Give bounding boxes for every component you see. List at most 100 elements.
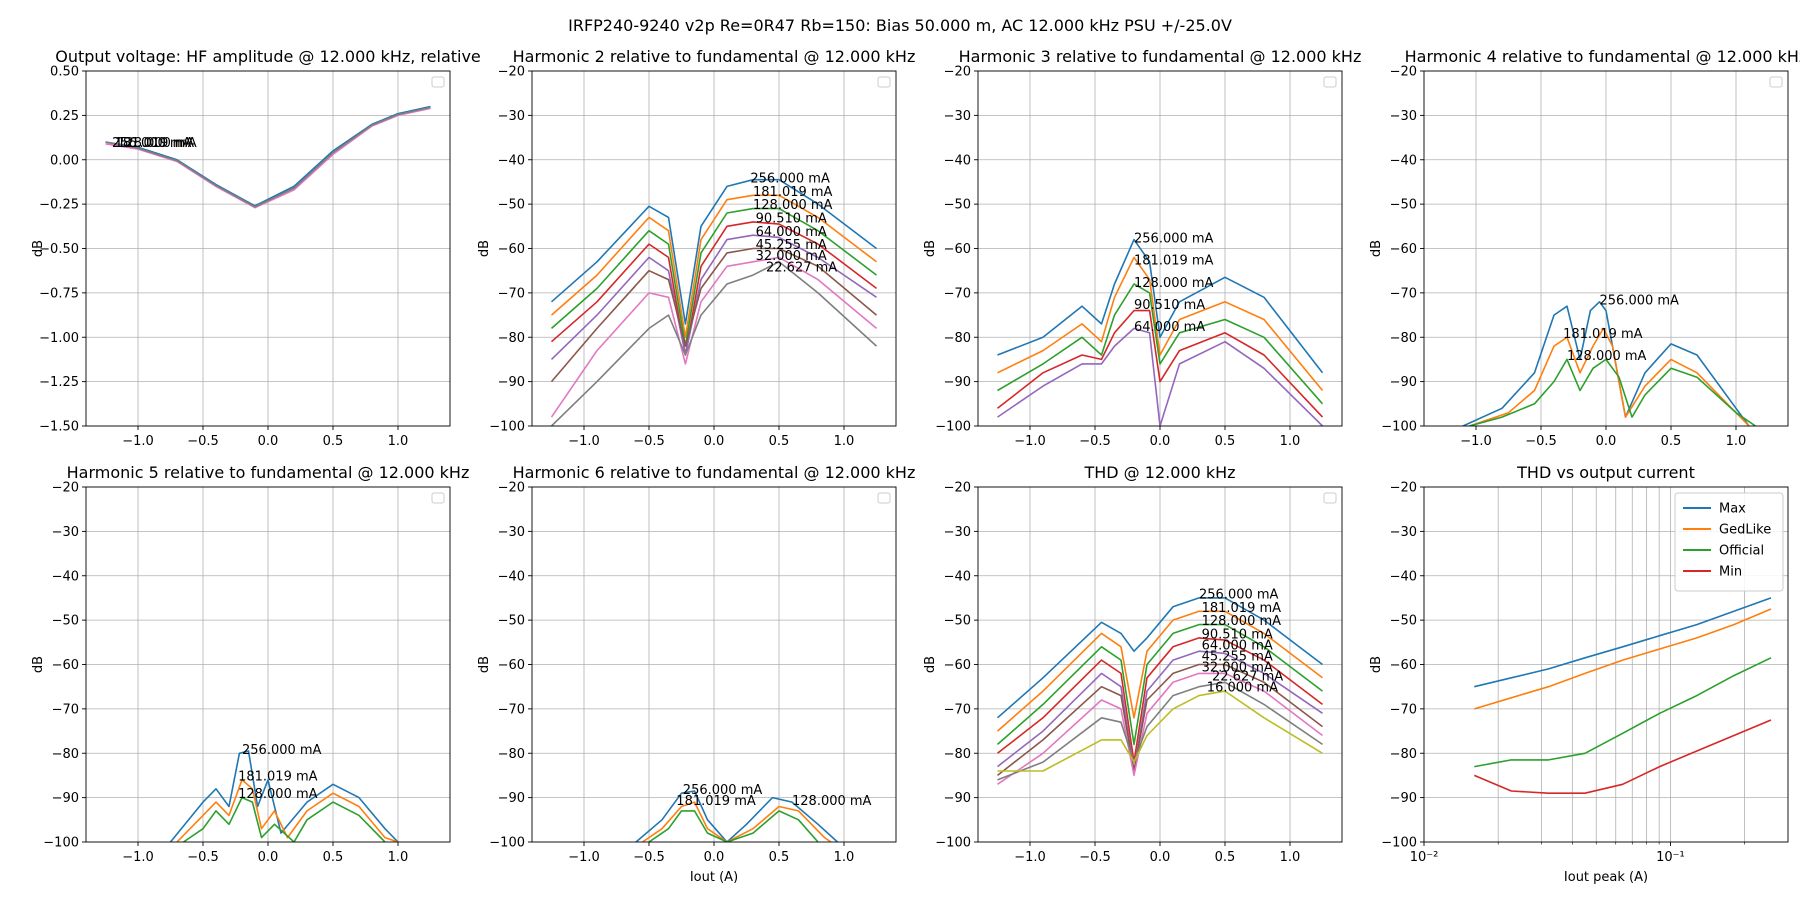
chart-title: Harmonic 4 relative to fundamental @ 12.… — [1405, 47, 1800, 66]
data-annotation: 64.000 mA — [1202, 639, 1273, 654]
series-line-gedlike — [1474, 608, 1772, 710]
legend-box-empty — [877, 492, 891, 504]
y-axis-label: dB — [477, 240, 492, 257]
y-tick-label: −0.50 — [39, 242, 79, 257]
y-tick-label: −50 — [498, 614, 525, 629]
y-tick-label: −0.75 — [39, 286, 79, 301]
x-tick-label: 1.0 — [1280, 434, 1301, 449]
y-tick-label: −80 — [944, 747, 971, 762]
series-line-1 — [1462, 301, 1750, 426]
chart-panel-4: 256.000 mA 181.019 mA 128.000 mA −100 −90 −80… — [1369, 47, 1800, 449]
x-tick-label: −0.5 — [187, 850, 219, 865]
y-tick-label: −80 — [1390, 747, 1417, 762]
data-annotation: 256.000 mA — [683, 783, 763, 798]
y-tick-label: −40 — [944, 153, 971, 168]
x-tick-label: 0.0 — [704, 434, 725, 449]
x-tick-label: 1.0 — [834, 434, 855, 449]
y-tick-label: −80 — [498, 747, 525, 762]
legend-label-official: Official — [1719, 544, 1764, 559]
x-tick-label: −0.5 — [1079, 850, 1111, 865]
y-tick-label: −30 — [498, 525, 525, 540]
y-tick-label: −50 — [52, 614, 79, 629]
legend-box-empty — [1769, 76, 1783, 88]
y-tick-label: −100 — [1381, 420, 1417, 435]
data-annotation: 64.000 mA — [1134, 320, 1205, 335]
data-annotation: 128.000 mA — [1202, 614, 1282, 629]
y-tick-label: −90 — [944, 375, 971, 390]
y-tick-label: −50 — [498, 198, 525, 213]
y-tick-label: −100 — [489, 836, 525, 851]
y-tick-label: −30 — [944, 525, 971, 540]
y-axis-label: dB — [31, 240, 46, 257]
y-tick-label: −60 — [498, 658, 525, 673]
x-tick-label: −1.0 — [1460, 434, 1492, 449]
data-annotation: 128.000 mA — [1134, 276, 1214, 291]
x-tick-label: 0.5 — [769, 850, 790, 865]
data-annotation: 90.510 mA — [756, 211, 827, 226]
series-line-2 — [105, 107, 431, 209]
y-tick-label: −20 — [498, 65, 525, 80]
series-line-3 — [997, 283, 1324, 405]
y-axis-label: dB — [923, 240, 938, 257]
y-tick-label: −80 — [1390, 331, 1417, 346]
y-tick-label: −80 — [944, 331, 971, 346]
series-line-2 — [550, 194, 877, 339]
x-tick-label: −0.5 — [633, 850, 665, 865]
x-tick-label: 0.5 — [323, 434, 344, 449]
y-tick-label: −70 — [1390, 286, 1417, 301]
x-axis-label: Iout (A) — [690, 870, 738, 885]
data-annotation: 90.510 mA — [1134, 298, 1205, 313]
y-tick-label: −30 — [498, 109, 525, 124]
series-line-4 — [997, 309, 1324, 418]
series-group — [1473, 597, 1772, 794]
y-tick-label: −20 — [498, 481, 525, 496]
series-group — [635, 790, 839, 842]
x-tick-label: 1.0 — [834, 850, 855, 865]
y-tick-label: −30 — [944, 109, 971, 124]
y-tick-label: −50 — [1390, 198, 1417, 213]
series-line-min — [1473, 719, 1772, 794]
series-line-4 — [997, 637, 1323, 763]
x-tick-label: −0.5 — [633, 434, 665, 449]
x-tick-label: −1.0 — [1014, 434, 1046, 449]
y-tick-label: −40 — [1390, 153, 1417, 168]
y-axis-label: dB — [1369, 656, 1384, 673]
x-tick-label: 0.5 — [323, 850, 344, 865]
y-tick-label: −40 — [1390, 569, 1417, 584]
series-line-3 — [648, 810, 819, 842]
series-line-5 — [997, 650, 1323, 772]
y-tick-label: −100 — [489, 420, 525, 435]
y-tick-label: −20 — [944, 481, 971, 496]
y-tick-label: −70 — [1390, 702, 1417, 717]
legend-box-empty — [431, 76, 445, 88]
y-tick-label: 0.00 — [50, 153, 79, 168]
data-annotation: 256.000 mA — [1600, 294, 1680, 309]
y-tick-label: −30 — [52, 525, 79, 540]
x-tick-label: 0.0 — [1150, 434, 1171, 449]
y-tick-label: −100 — [1381, 836, 1417, 851]
x-tick-label: 1.0 — [1726, 434, 1747, 449]
legend-label-gedlike: GedLike — [1719, 523, 1771, 538]
chart-title: Harmonic 3 relative to fundamental @ 12.… — [959, 47, 1362, 66]
series-line-1 — [996, 597, 1323, 719]
data-annotation: 22.627 mA — [766, 260, 837, 275]
series-line-3 — [1469, 358, 1756, 426]
data-annotation: 181.019 mA — [1202, 601, 1282, 616]
data-annotation: 181.019 mA — [676, 794, 756, 809]
x-tick-label: −0.5 — [1079, 434, 1111, 449]
x-tick-label: 0.0 — [704, 850, 725, 865]
chart-title: Harmonic 2 relative to fundamental @ 12.… — [513, 47, 916, 66]
x-tick-label: 0.5 — [769, 434, 790, 449]
y-tick-label: −20 — [52, 481, 79, 496]
data-annotation: 256.000 mA — [1199, 588, 1279, 603]
series-group — [169, 750, 399, 842]
y-tick-label: −60 — [944, 242, 971, 257]
y-tick-label: −50 — [944, 198, 971, 213]
y-tick-label: −60 — [1390, 242, 1417, 257]
series-line-6 — [997, 663, 1323, 777]
series-line-8 — [997, 681, 1323, 781]
legend: Max GedLike Official Min — [1674, 492, 1784, 592]
y-tick-label: −100 — [43, 836, 79, 851]
data-annotation: 256.000 mA — [1134, 231, 1214, 246]
